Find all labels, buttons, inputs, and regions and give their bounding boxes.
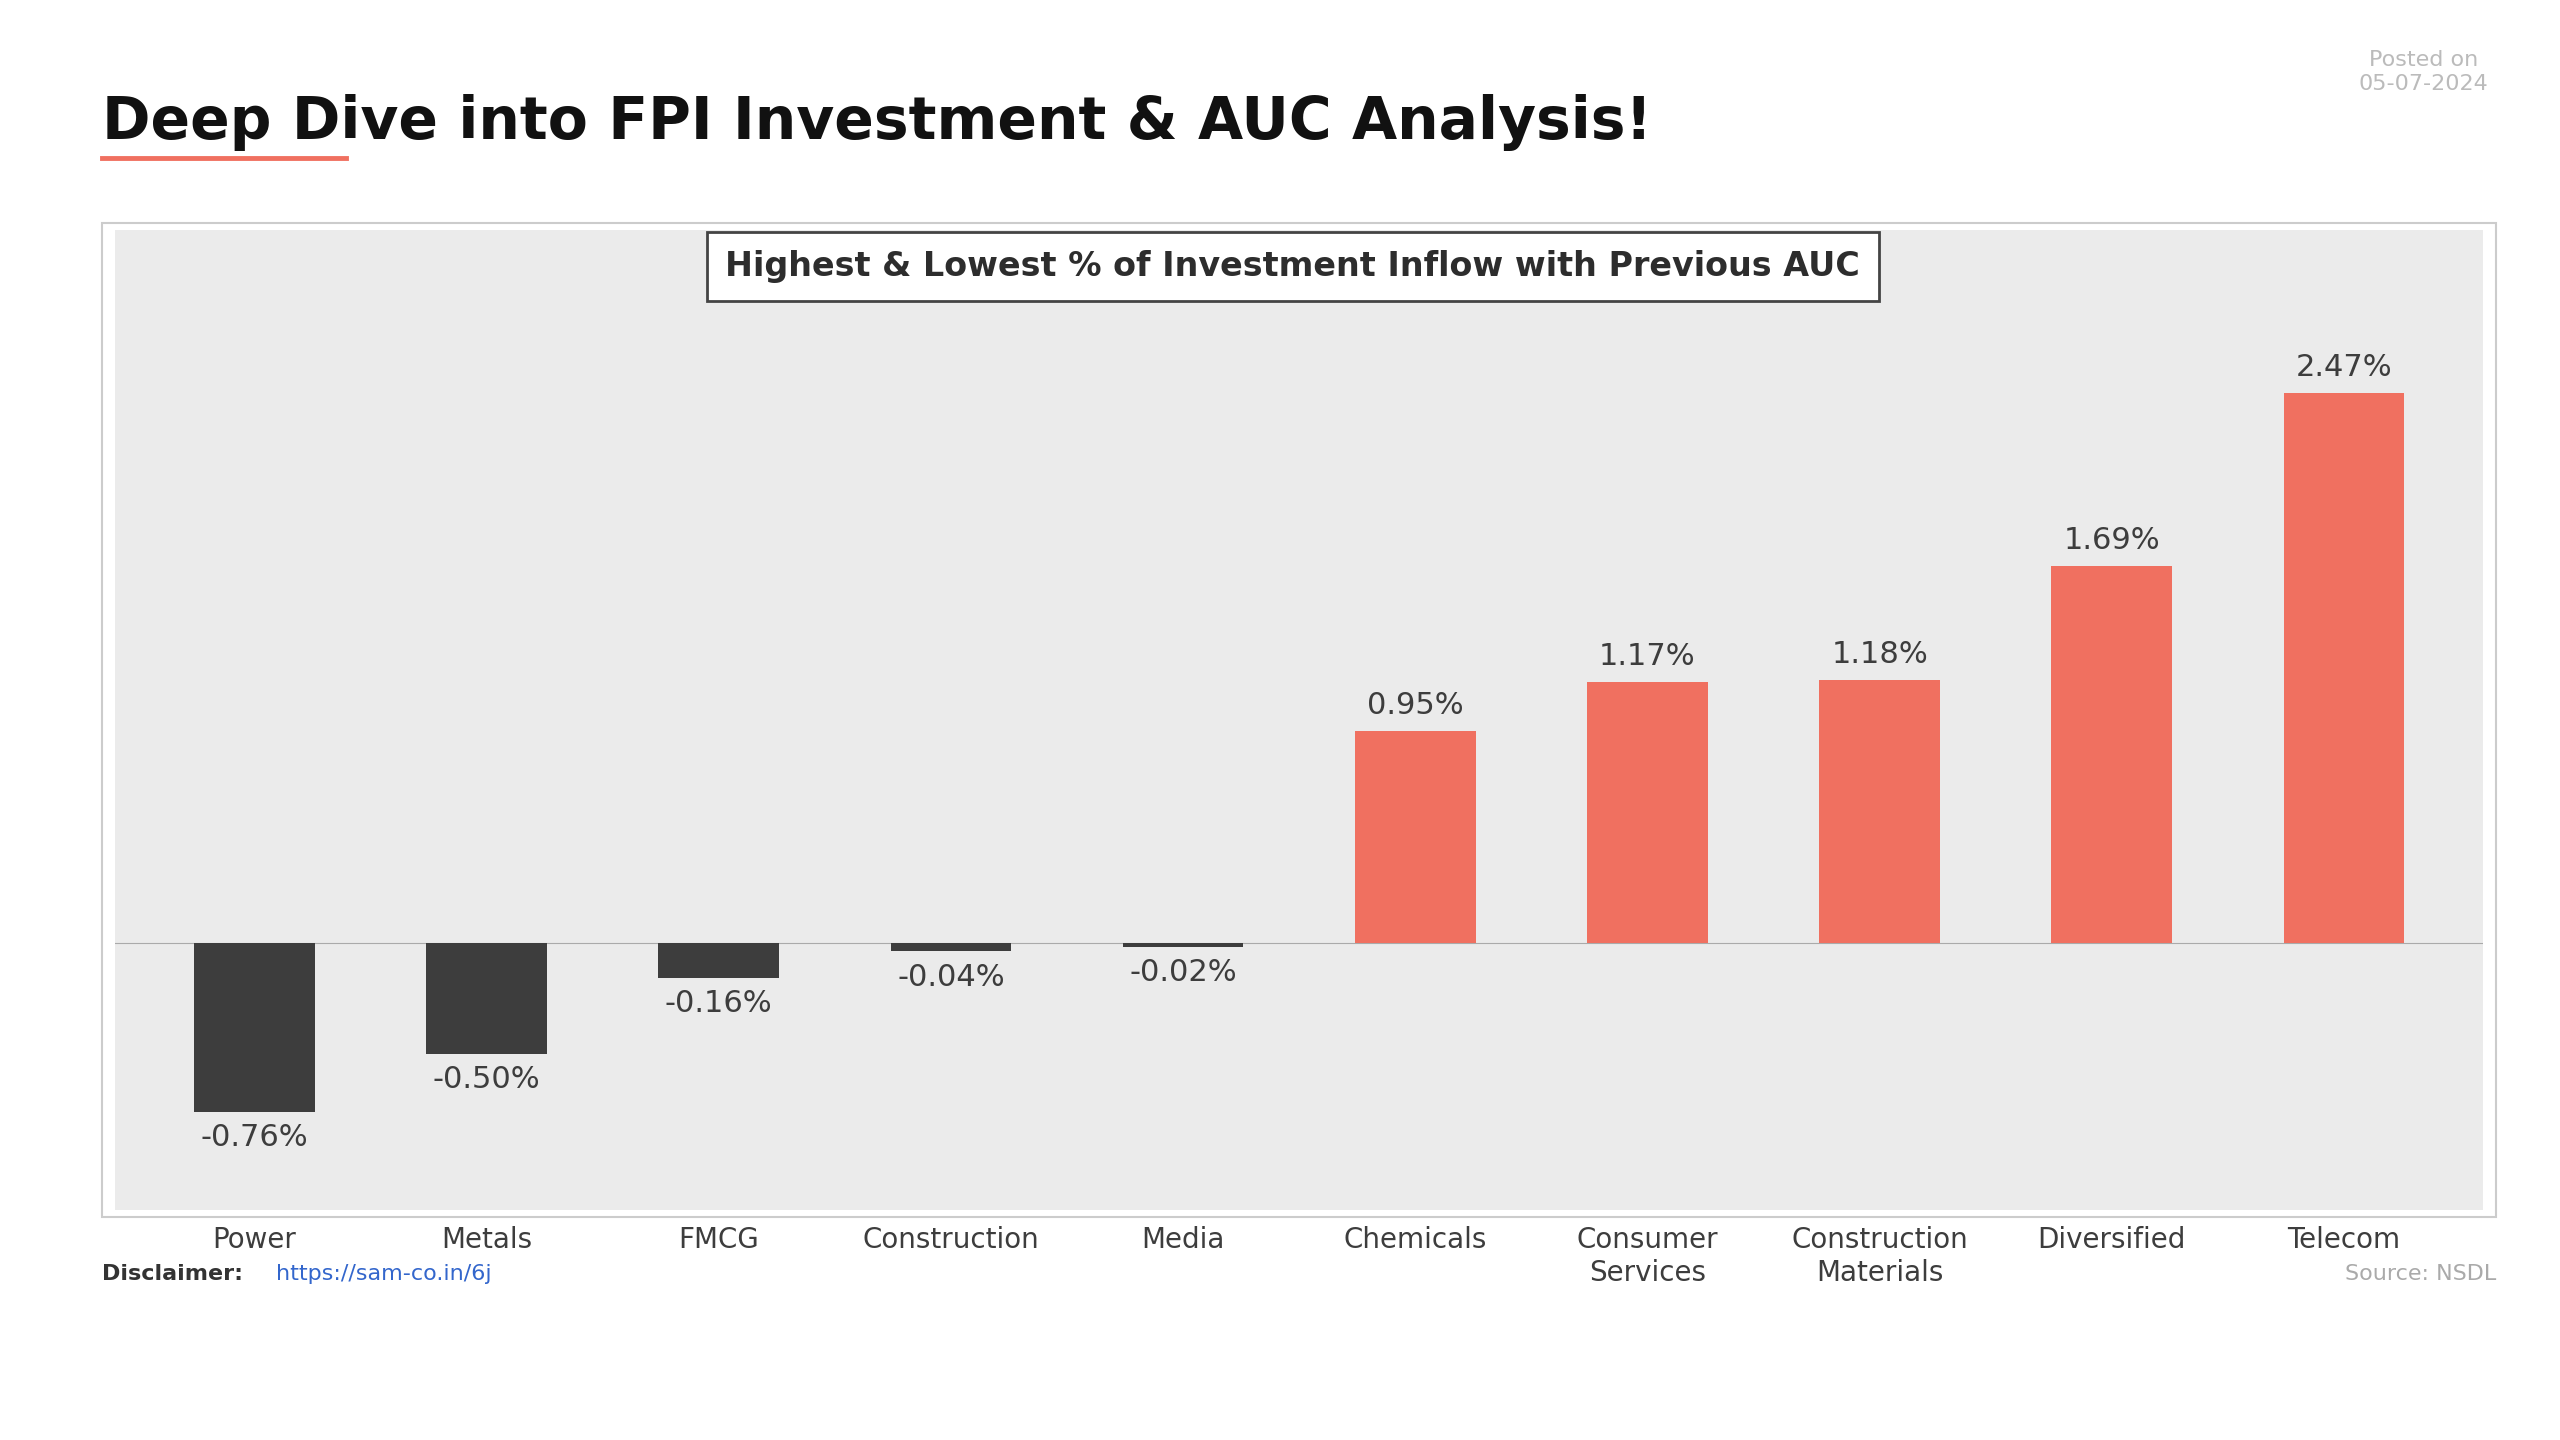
Bar bbox=[2051, 566, 2171, 943]
Text: 2.47%: 2.47% bbox=[2296, 353, 2391, 382]
Text: -0.02%: -0.02% bbox=[1129, 958, 1236, 988]
Text: Posted on
05-07-2024: Posted on 05-07-2024 bbox=[2358, 50, 2488, 94]
Text: 1.18%: 1.18% bbox=[1830, 639, 1928, 668]
Text: -0.04%: -0.04% bbox=[896, 962, 1004, 992]
Text: SAMCO: SAMCO bbox=[2248, 1342, 2496, 1401]
Bar bbox=[1354, 732, 1475, 943]
Text: 1.69%: 1.69% bbox=[2063, 526, 2161, 556]
Bar bbox=[1587, 683, 1708, 943]
Text: 0.95%: 0.95% bbox=[1367, 691, 1464, 720]
Bar bbox=[1124, 943, 1244, 948]
Bar bbox=[195, 943, 315, 1112]
Text: Disclaimer:: Disclaimer: bbox=[102, 1264, 251, 1284]
Text: 1.17%: 1.17% bbox=[1600, 642, 1695, 671]
Text: https://sam-co.in/6j: https://sam-co.in/6j bbox=[276, 1264, 492, 1284]
Bar bbox=[2284, 393, 2404, 943]
Text: #SAMSHOTS: #SAMSHOTS bbox=[64, 1342, 499, 1401]
Text: Highest & Lowest % of Investment Inflow with Previous AUC: Highest & Lowest % of Investment Inflow … bbox=[724, 251, 1861, 282]
Text: -0.50%: -0.50% bbox=[433, 1066, 540, 1094]
Bar bbox=[428, 943, 548, 1054]
Bar bbox=[891, 943, 1011, 952]
Text: -0.16%: -0.16% bbox=[666, 989, 773, 1018]
Text: Source: NSDL: Source: NSDL bbox=[2345, 1264, 2496, 1284]
Bar bbox=[658, 943, 778, 978]
Text: Deep Dive into FPI Investment & AUC Analysis!: Deep Dive into FPI Investment & AUC Anal… bbox=[102, 94, 1651, 151]
Text: -0.76%: -0.76% bbox=[200, 1123, 307, 1152]
Bar bbox=[1820, 680, 1940, 943]
